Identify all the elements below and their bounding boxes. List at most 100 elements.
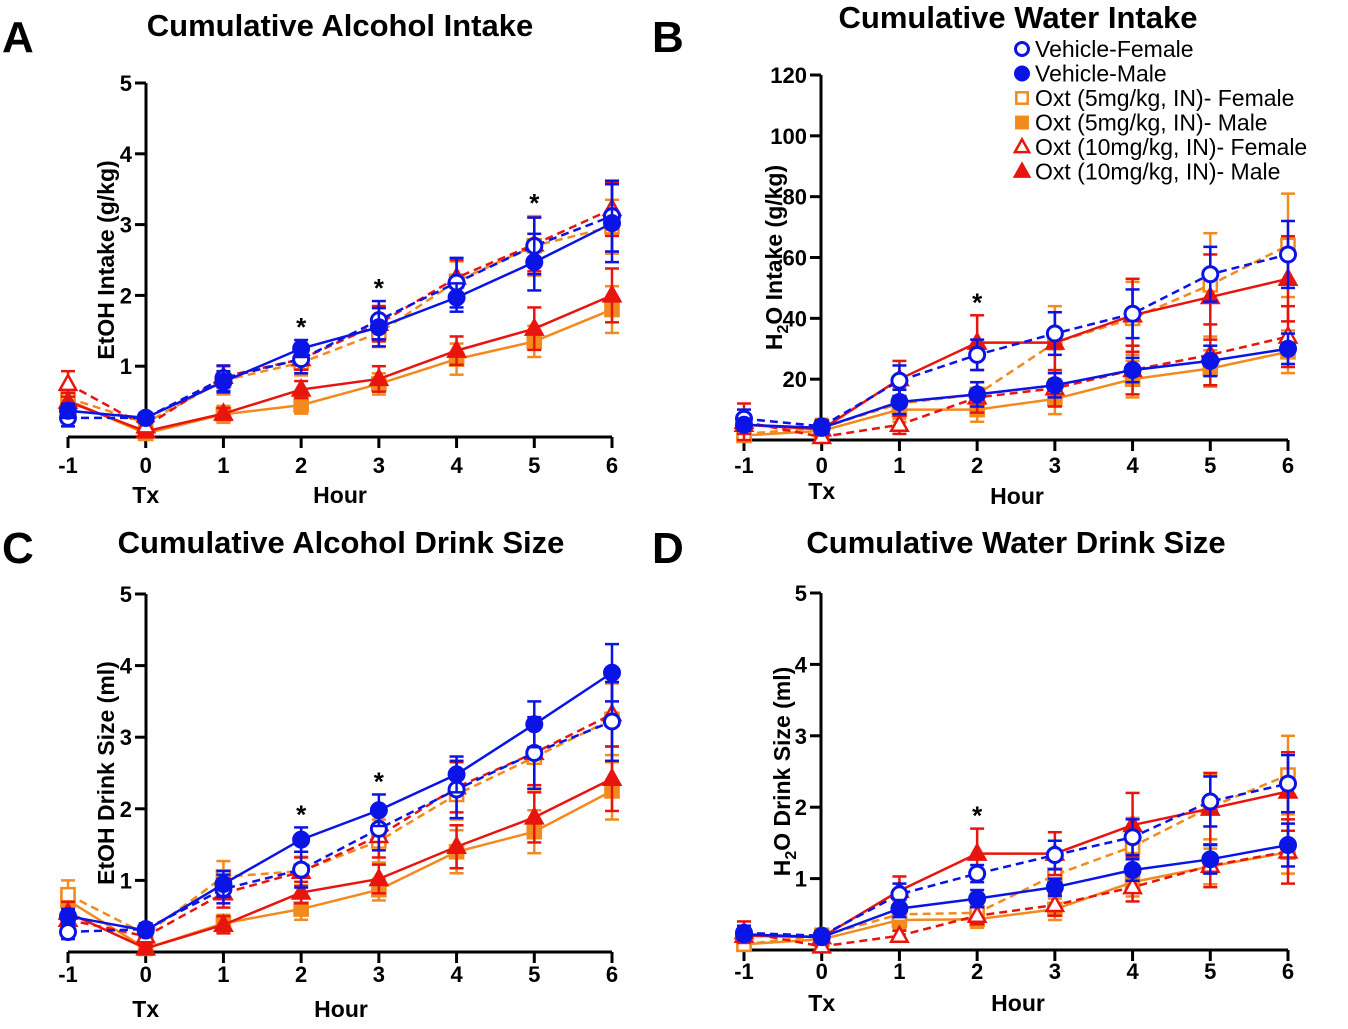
series-line (743, 350, 1289, 437)
significance-star: * (972, 287, 983, 317)
legend-label: Vehicle-Female (1035, 36, 1194, 62)
data-point (59, 922, 77, 941)
x-tick-label: 2 (971, 959, 983, 984)
x-sub-label: Tx (808, 478, 835, 504)
significance-star: * (296, 799, 307, 829)
data-point (136, 921, 155, 940)
panel-a: A Cumulative Alcohol Intake 1 2 3 4 5 -1 0 1 2 3 4 5 6… (2, 8, 623, 508)
data-point (968, 864, 987, 883)
legend-item: Oxt (10mg/kg, IN)- Male (1012, 159, 1280, 185)
y-tick-label: 1 (795, 867, 807, 892)
significance-star: * (374, 766, 385, 796)
y-axis-label: H2O Drink Size (ml) (769, 667, 800, 877)
x-tick-label: 5 (1204, 959, 1216, 984)
data-point (1123, 828, 1142, 847)
x-tick-label: 4 (1126, 453, 1139, 478)
significance-star: * (529, 188, 540, 218)
y-tick-label: 100 (770, 124, 807, 149)
y-tick-label: 60 (783, 246, 807, 271)
data-point (368, 867, 390, 887)
data-point (368, 367, 390, 387)
data-point (60, 886, 76, 903)
data-point (136, 408, 155, 427)
x-tick-label: 0 (816, 959, 828, 984)
data-point (735, 415, 753, 434)
x-tick-label: 0 (816, 453, 828, 478)
legend-marker (1014, 41, 1030, 57)
data-point (1201, 792, 1220, 811)
x-tick-label: 5 (1204, 453, 1216, 478)
y-tick-label: 120 (770, 63, 807, 88)
x-tick-label: 0 (140, 962, 152, 987)
x-tick-label: 3 (1049, 959, 1061, 984)
x-tick-label: 1 (893, 959, 905, 984)
y-tick-label: 1 (120, 868, 132, 893)
data-point (1201, 850, 1220, 869)
data-point (447, 765, 466, 784)
significance-star: * (972, 801, 983, 831)
y-axis-label: EtOH Drink Size (ml) (93, 661, 119, 885)
series-line (67, 225, 613, 425)
data-point (59, 907, 77, 926)
x-tick-label: 4 (450, 453, 463, 478)
x-sub-label: Tx (132, 482, 159, 508)
data-point (1123, 861, 1142, 880)
data-point (890, 899, 909, 918)
data-point (523, 317, 545, 336)
panel-d: D Cumulative Water Drink Size 1 2 3 4 5 -1 0 1 2 3 4… (652, 524, 1299, 1016)
data-point (213, 913, 234, 933)
x-tick-label: 4 (450, 962, 463, 987)
data-point (890, 392, 909, 411)
data-point (890, 371, 909, 390)
panel-letter: C (2, 524, 34, 573)
x-axis-label: Hour (991, 990, 1045, 1016)
data-point (735, 925, 753, 944)
data-point (290, 378, 312, 397)
legend-marker (1014, 65, 1030, 82)
legend-item: Vehicle-Female (1014, 36, 1194, 62)
x-tick-label: 1 (893, 453, 905, 478)
series-line (67, 777, 613, 950)
data-point (966, 904, 988, 923)
data-point (525, 253, 544, 272)
chart-title: Cumulative Water Drink Size (806, 525, 1225, 560)
y-tick-label: 4 (795, 652, 808, 677)
y-axis-label: H2O Intake (g/kg) (761, 165, 792, 350)
data-point (1279, 836, 1297, 855)
data-point (135, 937, 157, 956)
data-point (1123, 304, 1142, 323)
x-tick-label: 6 (606, 962, 618, 987)
x-tick-label: 5 (528, 453, 540, 478)
data-point (1122, 875, 1143, 895)
series-line (67, 718, 613, 936)
y-tick-label: 3 (120, 725, 132, 750)
y-tick-label: 1 (120, 354, 132, 379)
legend-marker (1015, 91, 1029, 105)
x-tick-label: 6 (1282, 959, 1294, 984)
series-line (67, 222, 613, 420)
y-axis-label: EtOH Intake (g/kg) (93, 160, 119, 359)
series-line (67, 671, 613, 932)
x-axis-label: Hour (990, 483, 1044, 509)
legend-item: Oxt (10mg/kg, IN)- Female (1012, 134, 1307, 160)
x-tick-label: 6 (1282, 453, 1294, 478)
data-point (1201, 265, 1220, 284)
data-point (525, 715, 544, 734)
legend-marker (1015, 115, 1029, 130)
data-point (1279, 774, 1297, 793)
data-point (214, 874, 233, 893)
series-line (743, 782, 1289, 937)
legend-item: Oxt (5mg/kg, IN)- Male (1015, 110, 1268, 136)
data-point (968, 385, 987, 404)
data-point (292, 830, 311, 849)
series-line (743, 850, 1289, 946)
panel-c: C Cumulative Alcohol Drink Size 1 2 3 4 5 -1 0 1 2… (2, 524, 623, 1022)
series-line (67, 294, 613, 433)
data-point (601, 767, 623, 786)
data-point (601, 283, 623, 303)
data-point (59, 401, 77, 420)
x-tick-label: 5 (528, 962, 540, 987)
y-tick-label: 2 (795, 795, 807, 820)
